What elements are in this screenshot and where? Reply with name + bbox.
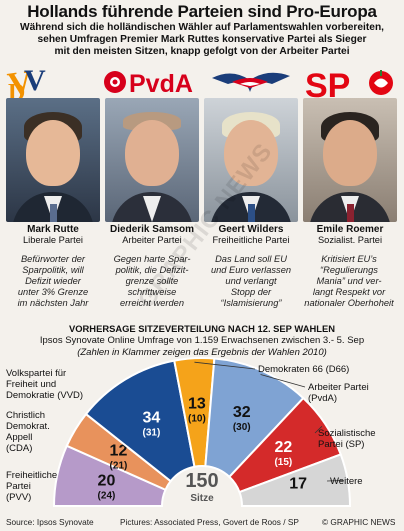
legend-label-vvd: Freiheit und (6, 379, 56, 390)
total-seats-label: Sitze (190, 493, 214, 504)
seat-value-d66: 13 (188, 395, 206, 412)
chart-center (166, 470, 238, 531)
subtitle-line: mit den meisten Sitzen, knapp gefolgt vo… (54, 46, 350, 57)
politician-description: Kritisiert EU’s “Regulierungs Mania” und v… (304, 254, 394, 308)
photo-roemer (303, 98, 397, 222)
politician-party: Arbeiter Partei (122, 235, 182, 245)
total-seats-value: 150 (185, 470, 218, 492)
leader-line-pvda (260, 374, 306, 388)
politician-party: Liberale Partei (23, 235, 83, 245)
legend-label-d66: Demokraten 66 (D66) (258, 364, 349, 375)
seat-value-2010-vvd: (31) (143, 427, 161, 438)
politician-party: Freiheitliche Partei (212, 235, 290, 245)
leader-line-d66 (194, 361, 256, 370)
legend-label-pvv: Partei (6, 481, 31, 492)
seat-value-2010-d66: (10) (188, 413, 206, 424)
footer-credit: © GRAPHIC NEWS (322, 517, 396, 527)
legend-label-cda: Appell (6, 432, 32, 443)
leader-line-sp (314, 426, 323, 434)
pvda-logo: PvdA (103, 64, 201, 100)
photo-wilders (204, 98, 298, 222)
legend-label-others: Weitere (330, 476, 363, 487)
legend-label-pvv: Freiheitliche (6, 470, 57, 481)
seat-value-sp: 22 (274, 439, 292, 456)
seat-slice-others (238, 453, 352, 507)
chart-subtitle: Ipsos Synovate Online Umfrage von 1.159 … (39, 335, 365, 346)
svg-text:V: V (6, 64, 36, 100)
svg-text:V: V (24, 64, 46, 97)
seat-value-2010-pvv: (24) (98, 491, 116, 502)
seat-value-2010-sp: (15) (274, 457, 292, 468)
seat-value-vvd: 34 (143, 409, 161, 426)
politician-names: Mark Rutte Liberale Partei Diederik Sams… (4, 224, 400, 248)
seat-value-cda: 12 (110, 442, 128, 459)
seat-value-2010-pvda: (30) (233, 422, 251, 433)
politician-description: Das Land soll EU und Euro verlassen und ve… (210, 254, 292, 308)
portrait-rutte: V V D (4, 64, 102, 222)
photo-rutte (6, 98, 100, 222)
politician-description: Befürworter der Sparpolitik, will Defizit … (17, 254, 89, 308)
leader-line-others (326, 480, 344, 482)
politician-name: Mark Rutte (27, 224, 79, 235)
portrait-strip: V V D PvdA (4, 64, 400, 222)
legend-label-cda: Christlich (6, 410, 45, 421)
chart-note: (Zahlen in Klammer zeigen das Ergebnis d… (77, 347, 327, 358)
politician-name: Geert Wilders (218, 224, 284, 235)
seat-value-pvda: 32 (233, 404, 251, 421)
photo-samsom (105, 98, 199, 222)
politician-party: Sozialist. Partei (317, 235, 383, 245)
politician-name: Emile Roemer (316, 224, 384, 235)
seat-slice-vvd (84, 359, 196, 483)
legend-label-pvda: (PvdA) (308, 393, 337, 404)
seat-value-pvv: 20 (98, 473, 116, 490)
legend-label-sp: Partei (SP) (318, 439, 364, 450)
subtitle-line: Während sich die holländischen Wähler au… (19, 22, 384, 33)
portrait-samsom: PvdA (103, 64, 201, 222)
legend-label-cda: (CDA) (6, 443, 32, 454)
legend-label-pvv: (PVV) (6, 492, 31, 503)
subtitle-line: sehen Umfragen Premier Mark Ruttes konse… (37, 34, 367, 45)
legend-label-vvd: Demokratie (VVD) (6, 390, 83, 401)
page-title: Hollands führende Parteien sind Pro-Euro… (27, 2, 377, 21)
legend-label-vvd: Volkspartei für (6, 368, 66, 379)
seat-value-2010-cda: (21) (110, 460, 128, 471)
footer-pictures: Pictures: Associated Press, Govert de Ro… (120, 517, 299, 527)
portrait-wilders (202, 64, 300, 222)
subtitle: Während sich die holländischen Wähler au… (6, 22, 398, 58)
politician-name: Diederik Samsom (110, 224, 194, 235)
footer-source: Source: Ipsos Synovate (6, 517, 94, 527)
svg-text:PvdA: PvdA (129, 70, 193, 98)
legend-label-cda: Demokrat. (6, 421, 50, 432)
legend-label-sp: Sozialistische (318, 428, 376, 439)
portrait-roemer: SP (301, 64, 399, 222)
legend-label-pvda: Arbeiter Partei (308, 382, 369, 393)
seat-value-others: 17 (289, 476, 307, 493)
pvv-logo (202, 64, 300, 100)
politician-description: Gegen harte Spar-politik, die Defizit-gr… (113, 254, 191, 308)
chart-title: VORHERSAGE SITZEVERTEILUNG NACH 12. SEP … (68, 323, 335, 334)
